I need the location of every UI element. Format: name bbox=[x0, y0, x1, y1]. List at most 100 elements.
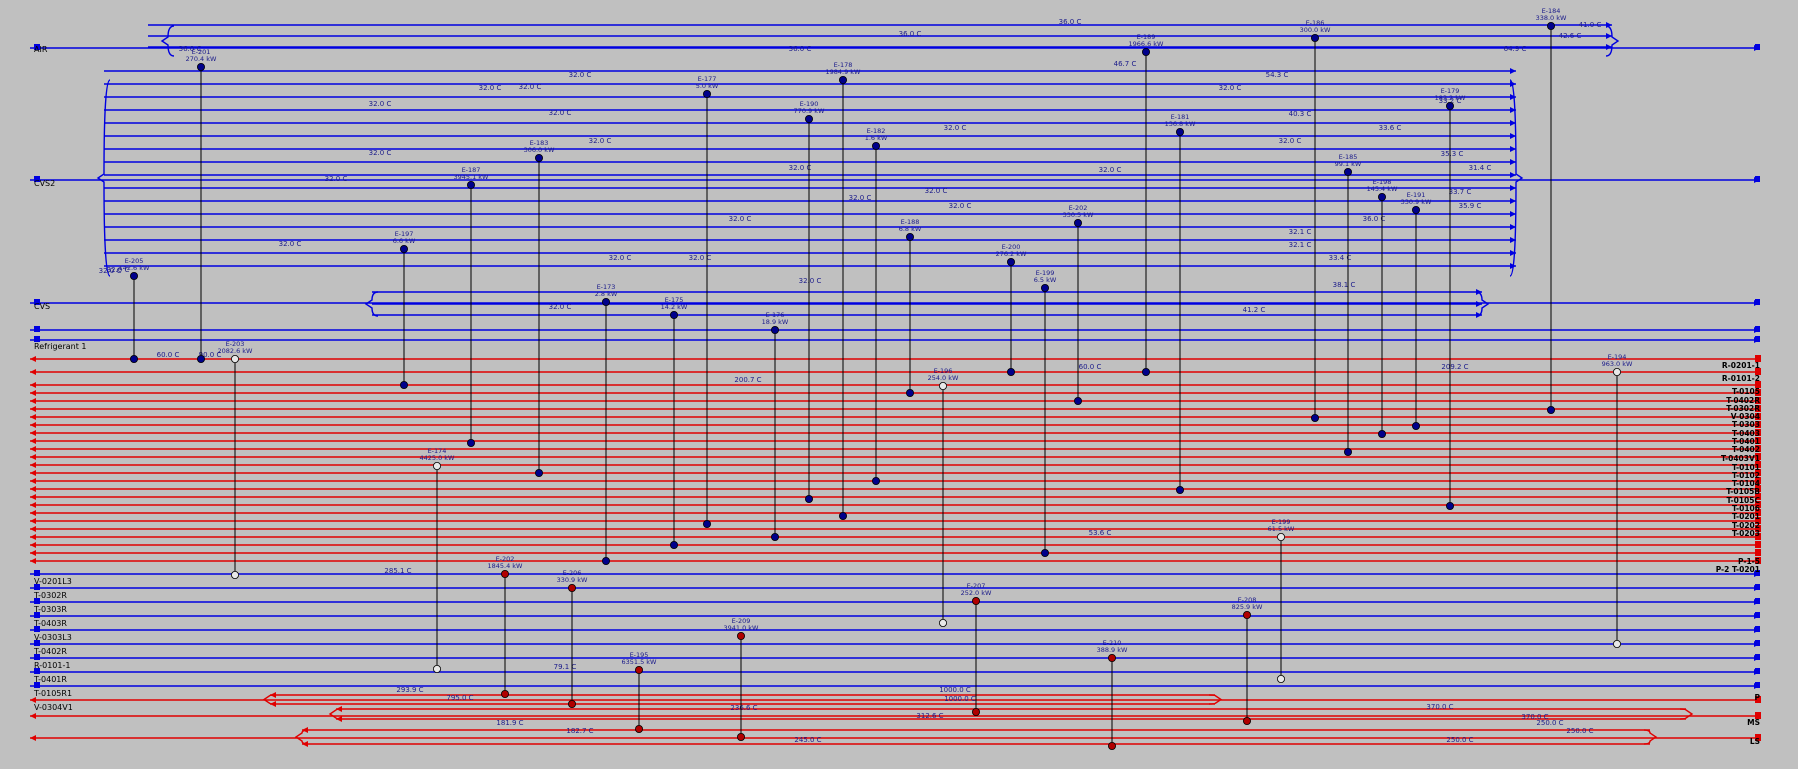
exchanger-dot bbox=[1074, 218, 1083, 227]
exchanger-duty: 136.8 kW bbox=[1165, 120, 1196, 128]
exchanger-name: E-191 bbox=[1407, 191, 1426, 199]
temperature-label: 32.0 C bbox=[99, 267, 122, 275]
stream-arrow bbox=[30, 558, 36, 564]
temperature-label: 32.0 C bbox=[949, 202, 972, 210]
stream-end-marker bbox=[1755, 326, 1760, 332]
stream-start-marker bbox=[34, 299, 40, 305]
stream-arrow bbox=[1510, 185, 1516, 191]
temperature-label: 46.7 C bbox=[1114, 60, 1137, 68]
stream-end-label: T-0105 bbox=[1732, 387, 1760, 396]
exchanger-name: E-200 bbox=[1002, 243, 1021, 251]
temperature-label: 32.0 C bbox=[799, 277, 822, 285]
exchanger-dot bbox=[230, 571, 239, 580]
exchanger-name: E-178 bbox=[834, 61, 853, 69]
stream-start-marker bbox=[1755, 541, 1761, 548]
temperature-label: 54.3 C bbox=[1266, 71, 1289, 79]
temperature-label: 35.3 C bbox=[1441, 150, 1464, 158]
stream-end-label: T-0402 bbox=[1732, 445, 1760, 454]
split-bracket bbox=[96, 79, 111, 277]
stream-start-marker bbox=[1755, 381, 1761, 388]
temperature-label: 209.2 C bbox=[1441, 363, 1468, 371]
stream-start-marker bbox=[1755, 477, 1761, 484]
stream-end-marker bbox=[1755, 570, 1760, 576]
stream-start-marker bbox=[1755, 397, 1761, 404]
exchanger-dot bbox=[1007, 367, 1016, 376]
stream-arrow bbox=[30, 550, 36, 556]
stream-end-marker bbox=[1755, 336, 1760, 342]
stream-start-marker bbox=[34, 570, 40, 576]
stream-arrow bbox=[30, 534, 36, 540]
temperature-label: 42.6 C bbox=[1559, 32, 1582, 40]
stream-start-marker bbox=[34, 682, 40, 688]
exchanger-dot bbox=[1108, 742, 1117, 751]
split-bracket bbox=[328, 708, 343, 720]
exchanger-dot bbox=[432, 665, 441, 674]
stream-end-label: T-0105B bbox=[1726, 487, 1760, 496]
exchanger-dot bbox=[737, 733, 746, 742]
temperature-label: 370.0 C bbox=[1521, 713, 1548, 721]
stream-start-marker bbox=[1755, 355, 1761, 362]
temperature-label: 60.0 C bbox=[1079, 363, 1102, 371]
exchanger-duty: 4425.0 kW bbox=[419, 454, 455, 462]
exchanger-name: E-202 bbox=[1069, 204, 1088, 212]
exchanger-name: E-182 bbox=[867, 127, 886, 135]
stream-arrow bbox=[30, 414, 36, 420]
stream-arrow bbox=[1510, 198, 1516, 204]
stream-name-label: AIR bbox=[34, 45, 48, 54]
stream-end-label: P-2 T-0201 bbox=[1716, 565, 1760, 574]
stream-end-label: P bbox=[1755, 693, 1761, 702]
exchanger-name: E-184 bbox=[1542, 7, 1561, 15]
exchanger-duty: 338.0 kW bbox=[1536, 14, 1567, 22]
stream-start-marker bbox=[1755, 413, 1761, 420]
exchanger-duty: 2082.6 kW bbox=[217, 347, 253, 355]
stream-arrow bbox=[30, 713, 36, 719]
exchanger-dot bbox=[972, 597, 981, 606]
temperature-label: 312.6 C bbox=[916, 712, 943, 720]
stream-arrow bbox=[1510, 120, 1516, 126]
split-bracket bbox=[160, 25, 175, 57]
temperature-labels: 36.0 C 36.0 C 36.0 C 36.0 C 46.7 C 64.9 C 42.6… bbox=[99, 18, 1602, 744]
stream-end-label: MS bbox=[1747, 718, 1760, 727]
exchanger-name: E-174 bbox=[428, 447, 447, 455]
stream-arrow bbox=[1606, 33, 1612, 39]
stream-end-label: T-0202 bbox=[1732, 521, 1760, 530]
exchanger-dot bbox=[771, 325, 780, 334]
temperature-label: 370.0 C bbox=[1426, 703, 1453, 711]
exchanger-name: E-199 bbox=[1036, 269, 1055, 277]
stream-start-marker bbox=[1755, 453, 1761, 460]
temperature-label: 32.0 C bbox=[369, 149, 392, 157]
exchanger-name: E-190 bbox=[800, 100, 819, 108]
stream-start-marker bbox=[1755, 549, 1761, 556]
exchanger-dot bbox=[1243, 717, 1252, 726]
stream-arrow bbox=[30, 478, 36, 484]
stream-start-marker bbox=[1755, 533, 1761, 540]
temperature-label: 32.0 C bbox=[849, 194, 872, 202]
stream-arrow bbox=[30, 526, 36, 532]
exchanger-dot bbox=[432, 461, 441, 470]
stream-end-label: R-0201-1 bbox=[1722, 361, 1760, 370]
stream-end-labels: R-0201-1 R-0101-2 T-0105T-0402RT-0302RV-03… bbox=[1716, 361, 1761, 746]
stream-start-marker bbox=[1755, 461, 1761, 468]
exchanger-duty: 6.8 kW bbox=[899, 225, 922, 233]
exchanger-dot bbox=[500, 690, 509, 699]
stream-arrow bbox=[30, 422, 36, 428]
exchanger-dot bbox=[972, 708, 981, 717]
exchanger-duty: 14.2 kW bbox=[661, 303, 688, 311]
temperature-label: 32.0 C bbox=[925, 187, 948, 195]
stream-end-label: T-0201 bbox=[1732, 512, 1760, 521]
exchanger-dot bbox=[399, 380, 408, 389]
stream-name-label: T-0401R bbox=[33, 675, 67, 684]
exchanger-dot bbox=[939, 381, 948, 390]
exchanger-duty: 388.9 kW bbox=[1097, 646, 1128, 654]
stream-arrow bbox=[1510, 159, 1516, 165]
exchanger-name: E-201 bbox=[192, 48, 211, 56]
exchanger-name: E-208 bbox=[1238, 596, 1257, 604]
exchanger-dot bbox=[839, 76, 848, 85]
stream-arrow bbox=[30, 510, 36, 516]
exchanger-dot bbox=[1142, 48, 1151, 57]
stream-start-marker bbox=[34, 626, 40, 632]
stream-end-label: T-0402R bbox=[1726, 396, 1760, 405]
temperature-label: 293.9 C bbox=[396, 686, 423, 694]
split-bracket bbox=[1509, 79, 1524, 277]
temperature-label: 32.1 C bbox=[1289, 228, 1312, 236]
